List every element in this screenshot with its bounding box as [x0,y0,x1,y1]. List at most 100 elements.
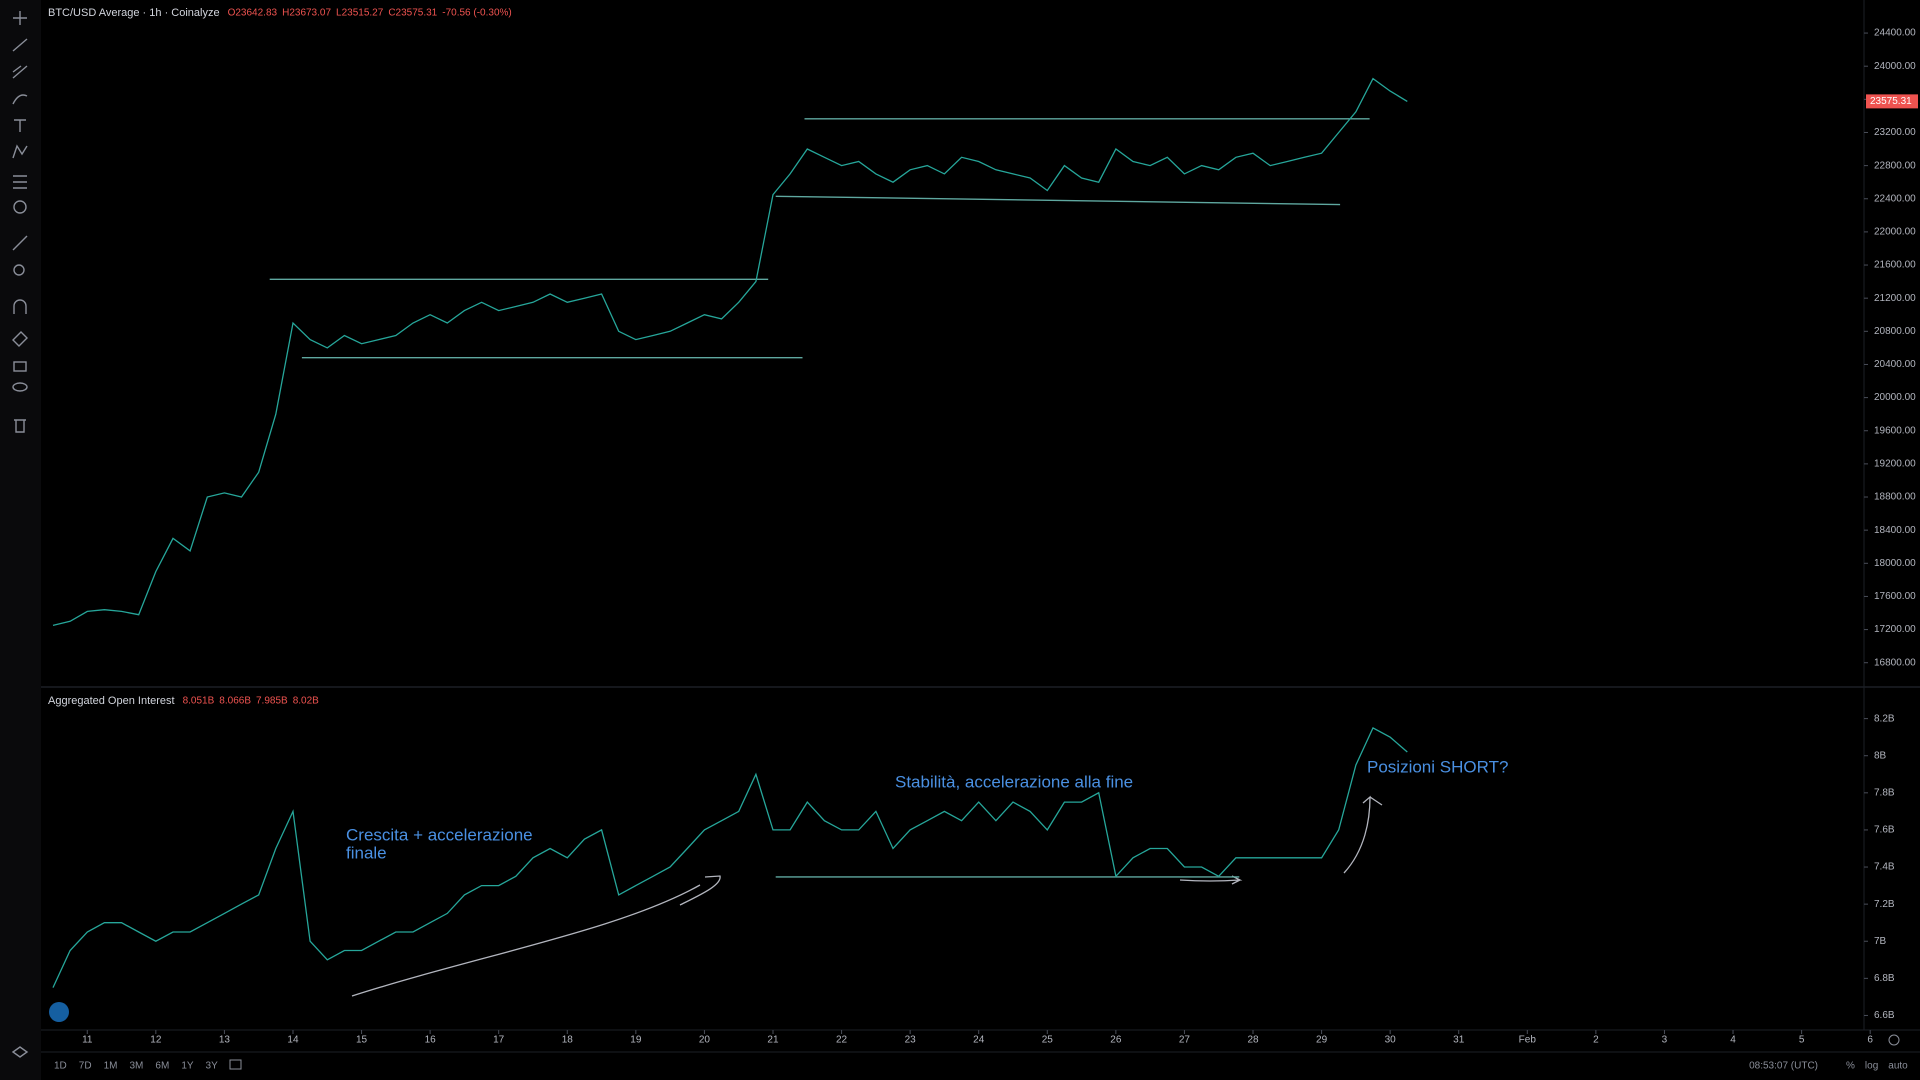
y-tick-label: 6.8B [1874,973,1895,984]
toolbar-icons[interactable] [11,11,29,1058]
legend-value: -70.56 (-0.30%) [442,8,511,19]
y-tick-label: 8B [1874,750,1887,761]
drawn-arrow [1179,875,1243,885]
legend-value: 8.051B [183,696,215,707]
y-tick-label: 7.4B [1874,862,1895,873]
ruler-tool[interactable] [12,235,28,251]
left-toolbar [0,0,41,1080]
last-price-label: 23575.31 [1870,96,1912,107]
legend-title: Aggregated Open Interest [48,695,175,707]
x-tick-label: 31 [1453,1035,1465,1046]
y-tick-label: 7.6B [1874,825,1895,836]
series-line [52,726,1408,988]
annotation: finale [346,843,387,862]
pattern-tool[interactable] [12,144,28,159]
x-tick-label: 22 [836,1035,848,1046]
x-tick-label: Feb [1519,1035,1537,1046]
layers-tool[interactable] [11,1046,29,1058]
drawn-arrow [1343,795,1383,874]
legend-value: L23515.27 [336,8,384,19]
y-tick-label: 19200.00 [1874,459,1916,470]
timeframe-button[interactable]: 7D [79,1061,92,1072]
y-tick-label: 20800.00 [1874,326,1916,337]
y-tick-label: 7B [1874,936,1887,947]
legend-value: O23642.83 [228,8,278,19]
drawn-arrow-head [679,875,721,906]
pitchfork-tool[interactable] [12,65,28,79]
x-tick-label: 23 [905,1035,917,1046]
scale-option[interactable]: log [1865,1061,1878,1072]
y-tick-label: 24000.00 [1874,61,1916,72]
x-tick-label: 14 [287,1035,299,1046]
drawn-arrow [351,884,701,997]
y-tick-label: 21600.00 [1874,260,1916,271]
x-tick-label: 19 [630,1035,642,1046]
y-tick-label: 22000.00 [1874,227,1916,238]
settings-button[interactable] [1888,1034,1900,1046]
y-tick-label: 7.8B [1874,787,1895,798]
y-tick-label: 18000.00 [1874,558,1916,569]
hide-tool[interactable] [12,382,28,392]
shapes-tool[interactable] [13,200,27,214]
delete-tool[interactable] [14,419,26,433]
x-tick-label: 24 [973,1035,985,1046]
y-tick-label: 22400.00 [1874,193,1916,204]
x-tick-label: 15 [356,1035,368,1046]
x-tick-label: 11 [82,1035,93,1046]
logo-badge [49,1002,69,1022]
x-tick-label: 17 [493,1035,505,1046]
x-tick-label: 21 [767,1035,779,1046]
y-tick-label: 23200.00 [1874,127,1916,138]
x-tick-label: 3 [1662,1035,1668,1046]
timeframe-button[interactable]: 1D [54,1061,67,1072]
y-tick-label: 22800.00 [1874,160,1916,171]
y-tick-label: 17200.00 [1874,624,1916,635]
y-tick-label: 17600.00 [1874,591,1916,602]
crosshair-tool[interactable] [13,11,27,25]
legend-title: BTC/USD Average · 1h · Coinalyze [48,7,220,19]
text-tool[interactable] [14,119,26,132]
fib-tool[interactable] [13,175,27,189]
x-tick-label: 27 [1179,1035,1191,1046]
timeframe-button[interactable]: 3M [130,1061,144,1072]
timeframe-button[interactable]: 1M [104,1061,118,1072]
legend-value: 8.066B [219,696,251,707]
legend-value: 7.985B [256,696,288,707]
scale-option[interactable]: % [1846,1061,1855,1072]
x-tick-label: 2 [1593,1035,1599,1046]
legend-value: C23575.31 [388,8,437,19]
timeframe-button[interactable]: 3Y [206,1061,219,1072]
trend-line [775,195,1341,206]
magnet-tool[interactable] [13,299,27,314]
x-tick-label: 29 [1316,1035,1328,1046]
brush-tool[interactable] [12,94,28,105]
scale-option[interactable]: auto [1888,1061,1908,1072]
y-tick-label: 8.2B [1874,713,1895,724]
lock-tool[interactable] [13,361,27,372]
zoom-tool[interactable] [13,264,25,276]
timeframe-button[interactable]: 1Y [181,1061,194,1072]
annotation: Stabilità, accelerazione alla fine [895,772,1133,791]
x-tick-label: 12 [150,1035,162,1046]
x-tick-label: 4 [1730,1035,1736,1046]
x-tick-label: 28 [1247,1035,1259,1046]
annotation: Posizioni SHORT? [1367,757,1508,776]
legend-value: H23673.07 [282,8,331,19]
x-tick-label: 5 [1799,1035,1805,1046]
y-tick-label: 16800.00 [1874,657,1916,668]
x-tick-label: 25 [1042,1035,1054,1046]
draw-mode-tool[interactable] [12,331,28,347]
x-tick-label: 6 [1867,1035,1873,1046]
y-tick-label: 18400.00 [1874,525,1916,536]
series-line [52,77,1408,627]
y-tick-label: 19600.00 [1874,425,1916,436]
clock: 08:53:07 (UTC) [1749,1061,1818,1072]
x-tick-label: 16 [425,1035,437,1046]
y-tick-label: 18800.00 [1874,492,1916,503]
timeframe-button[interactable]: 6M [155,1061,169,1072]
trendline-tool[interactable] [12,38,28,52]
date-range-button[interactable] [229,1059,242,1070]
x-tick-label: 30 [1385,1035,1397,1046]
